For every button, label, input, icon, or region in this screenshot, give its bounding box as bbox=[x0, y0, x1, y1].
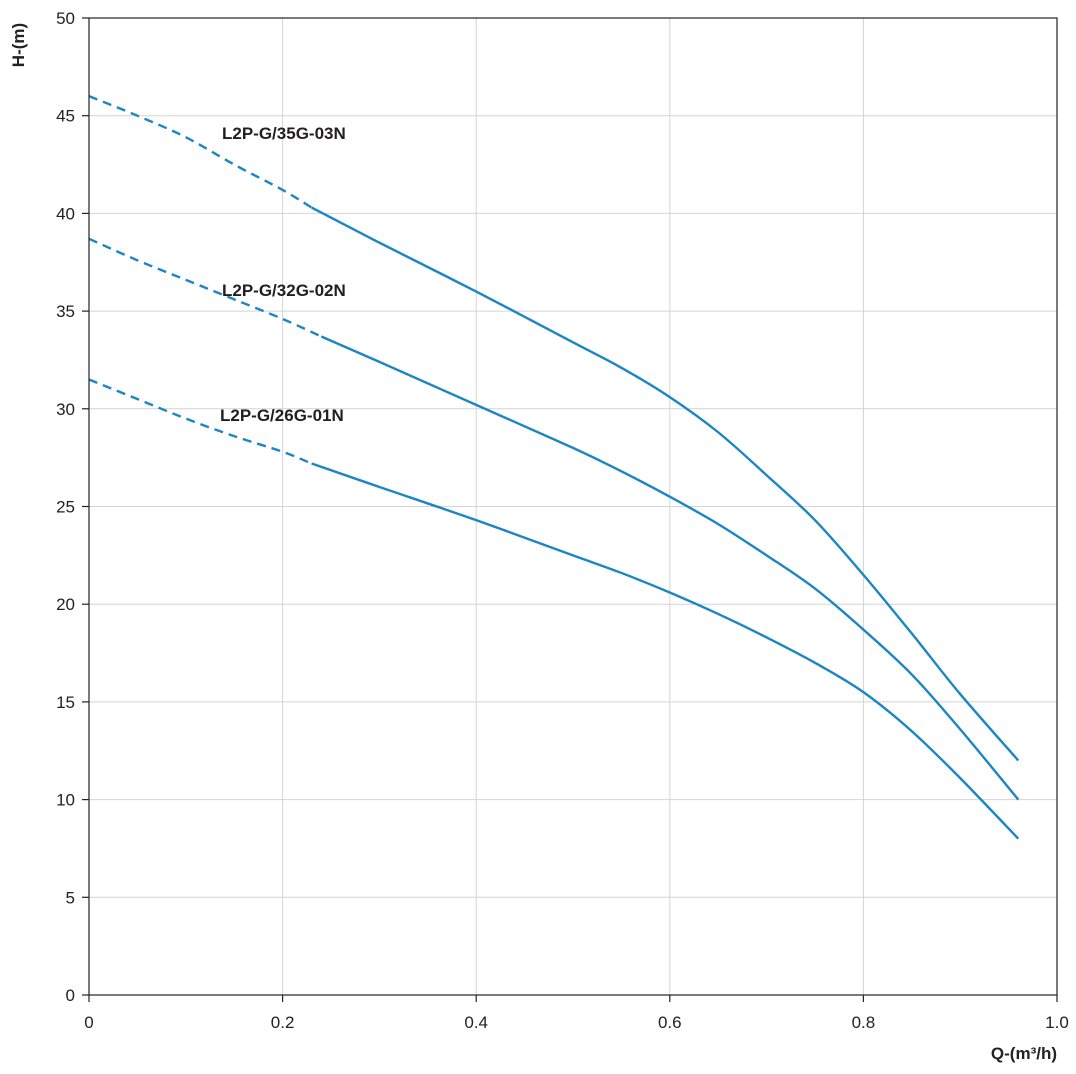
grid-lines bbox=[88, 17, 1058, 996]
y-tick-label: 10 bbox=[56, 791, 75, 810]
series-line bbox=[311, 462, 1020, 840]
series-lines bbox=[88, 95, 1020, 840]
x-tick-label: 0.2 bbox=[271, 1013, 295, 1032]
series-label: L2P-G/26G-01N bbox=[220, 406, 344, 425]
y-axis-title: H-(m) bbox=[9, 23, 28, 67]
y-tick-label: 15 bbox=[56, 693, 75, 712]
y-tick-label: 50 bbox=[56, 9, 75, 28]
y-tick-label: 20 bbox=[56, 595, 75, 614]
y-tick-label: 40 bbox=[56, 204, 75, 223]
series-label: L2P-G/35G-03N bbox=[222, 124, 346, 143]
x-tick-label: 0.4 bbox=[464, 1013, 488, 1032]
tick-marks bbox=[82, 17, 1058, 1002]
x-tick-label: 0.6 bbox=[658, 1013, 682, 1032]
y-tick-label: 25 bbox=[56, 498, 75, 517]
series-line-dashed bbox=[88, 95, 313, 209]
x-tick-label: 0.8 bbox=[852, 1013, 876, 1032]
series-labels: L2P-G/35G-03N L2P-G/32G-02N L2P-G/26G-01N bbox=[220, 124, 346, 425]
y-tick-label: 35 bbox=[56, 302, 75, 321]
y-tick-label: 45 bbox=[56, 107, 75, 126]
x-tick-label: 1.0 bbox=[1045, 1013, 1069, 1032]
tick-labels: 0 0.2 0.4 0.6 0.8 1.0 0 5 10 15 20 25 30 35 40 45 50 bbox=[56, 9, 1069, 1032]
y-tick-label: 0 bbox=[66, 986, 75, 1005]
series-line-dashed bbox=[88, 237, 322, 338]
y-tick-label: 5 bbox=[66, 888, 75, 907]
series-line bbox=[311, 206, 1020, 762]
series-line bbox=[320, 335, 1020, 801]
x-tick-label: 0 bbox=[84, 1013, 93, 1032]
x-axis-title: Q-(m³/h) bbox=[991, 1044, 1057, 1063]
series-label: L2P-G/32G-02N bbox=[222, 281, 346, 300]
series-line-dashed bbox=[88, 378, 313, 465]
y-tick-label: 30 bbox=[56, 400, 75, 419]
